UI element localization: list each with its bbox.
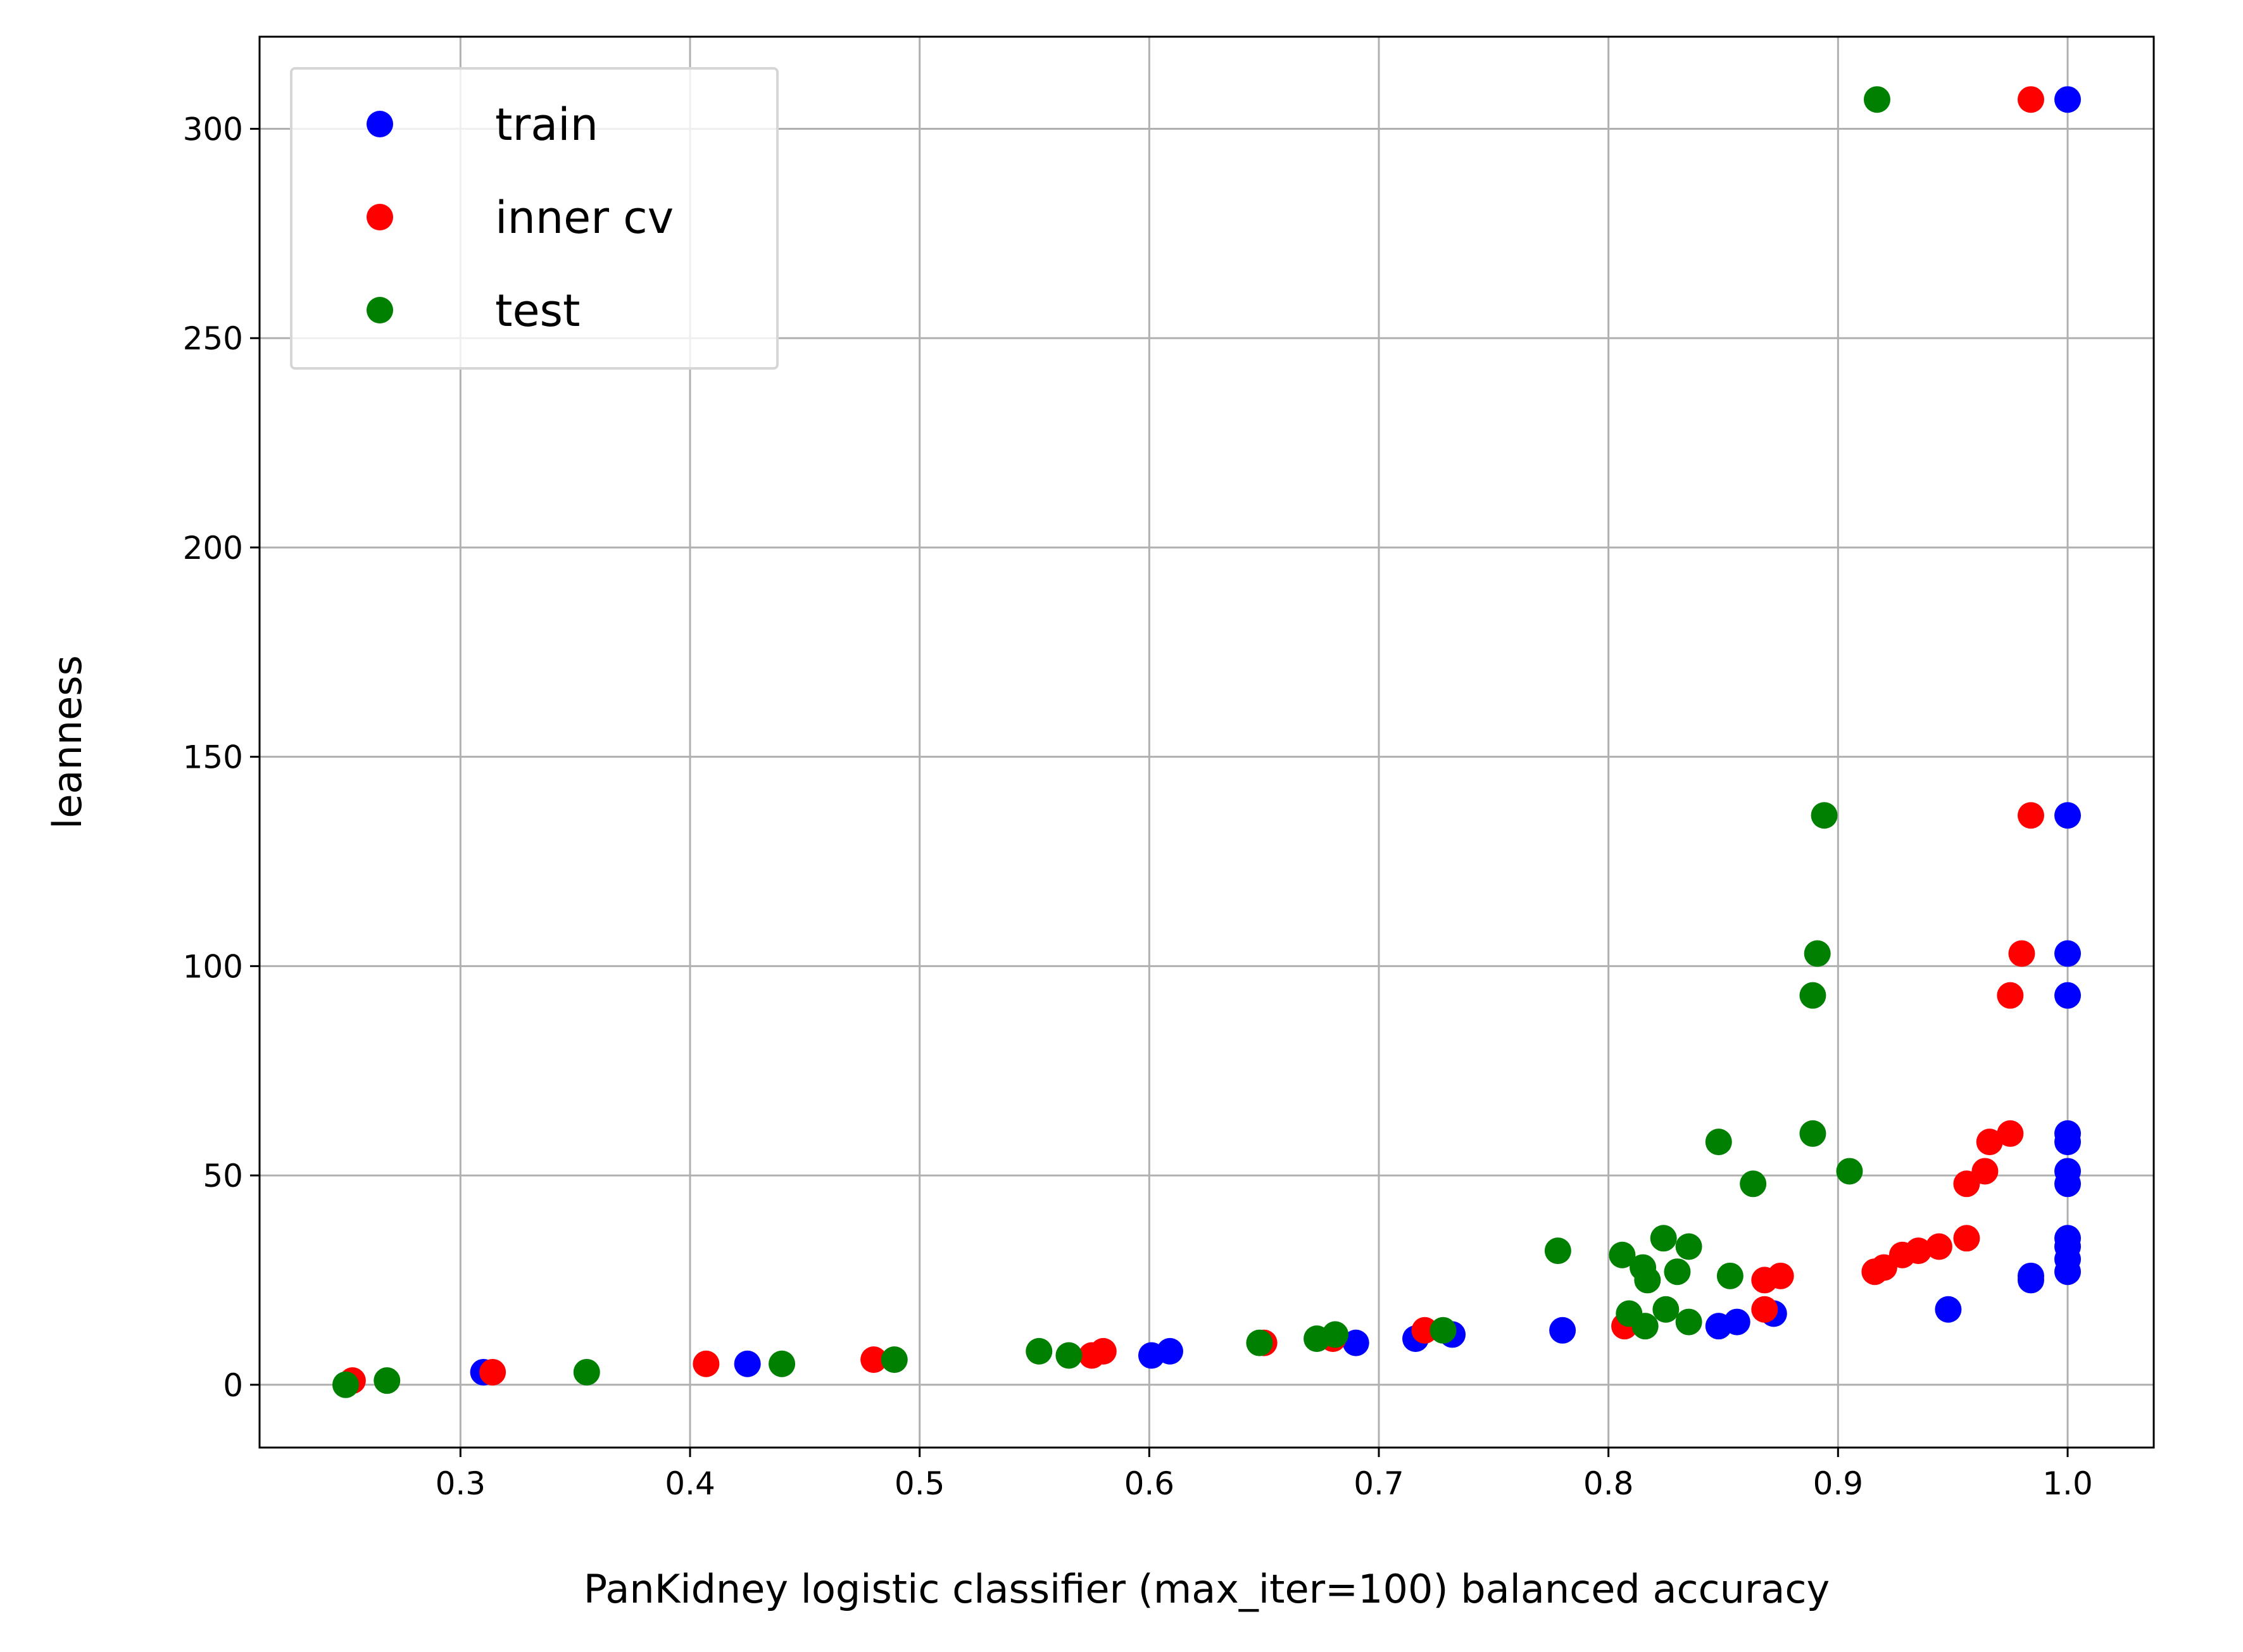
point-test [1429,1317,1457,1344]
legend-marker [367,111,393,137]
point-train [2054,1158,2081,1185]
x-tick-label: 0.9 [1813,1465,1864,1502]
point-test [1716,1262,1744,1289]
axis-ticks: 0.3 0.4 0.5 0.6 0.7 0.8 0.9 1.0 0 50 100 150 200 250 3… [183,111,2093,1502]
x-tick-label: 0.4 [665,1465,715,1502]
legend-box [290,67,779,370]
point-inner-cv [1997,982,2024,1009]
point-test [1322,1321,1349,1348]
point-inner-cv [1767,1262,1794,1289]
x-tick-label: 1.0 [2042,1465,2093,1502]
point-test [374,1367,401,1394]
y-axis-label: leanness [44,655,91,829]
point-test [881,1346,908,1374]
point-inner-cv [860,1346,888,1374]
x-tick-label: 0.8 [1583,1465,1634,1502]
y-tick-label: 250 [183,320,243,357]
point-test [1811,802,1838,829]
point-train [2054,1120,2081,1147]
point-test [1740,1170,1767,1198]
point-train [2054,86,2081,113]
x-tick-label: 0.3 [436,1465,486,1502]
data-points [332,86,2081,1398]
point-test [1544,1237,1571,1265]
point-test [1705,1129,1732,1156]
point-test [1664,1258,1691,1286]
point-inner-cv [1976,1129,2003,1156]
plot-frame [258,35,2155,1449]
point-test [1675,1308,1702,1336]
point-inner-cv [1971,1158,1999,1185]
point-test [1799,982,1826,1009]
y-tick-label: 200 [183,530,243,566]
y-tick-label: 150 [183,739,243,776]
point-train [734,1350,761,1377]
point-test [1650,1225,1677,1252]
point-train [2054,802,2081,829]
point-test [1026,1337,1053,1365]
y-tick-label: 300 [183,111,243,148]
legend-label: train [495,99,598,151]
point-test [1799,1120,1826,1147]
x-tick-label: 0.5 [895,1465,945,1502]
point-test [1634,1267,1661,1294]
point-test [769,1350,796,1377]
point-test [1246,1329,1273,1356]
point-inner-cv [2008,940,2035,967]
y-tick-label: 50 [203,1158,243,1194]
point-test [1675,1233,1702,1260]
point-inner-cv [1997,1120,2024,1147]
point-train [2054,1225,2081,1252]
y-tick-label: 0 [223,1367,243,1404]
point-test [1836,1158,1863,1185]
legend: train inner cv test [290,67,779,370]
point-test [573,1358,600,1386]
point-train [1156,1337,1183,1365]
point-test [1863,86,1890,113]
x-axis-label: PanKidney logistic classifier (max_iter=… [584,1566,1830,1612]
point-inner-cv [479,1358,506,1386]
point-train [1935,1296,1962,1323]
point-train [1342,1329,1369,1356]
point-train [1549,1317,1576,1344]
legend-label: test [495,285,580,337]
point-inner-cv [2017,86,2044,113]
point-test [1609,1241,1636,1268]
point-test [332,1371,359,1398]
point-test [1804,940,1831,967]
point-train [2054,982,2081,1009]
x-tick-label: 0.6 [1124,1465,1175,1502]
point-inner-cv [693,1350,720,1377]
point-inner-cv [1905,1237,1932,1265]
point-train [2054,940,2081,967]
point-test [1652,1296,1680,1323]
x-tick-label: 0.7 [1354,1465,1404,1502]
point-test [1631,1313,1659,1340]
y-tick-label: 100 [183,948,243,985]
legend-marker [367,204,393,230]
legend-marker [367,297,393,323]
point-inner-cv [1411,1317,1438,1344]
legend-label: inner cv [495,192,674,244]
point-train [2017,1262,2044,1289]
point-inner-cv [2017,802,2044,829]
point-inner-cv [1925,1233,1952,1260]
point-inner-cv [1751,1296,1778,1323]
point-train [1723,1308,1750,1336]
point-inner-cv [1090,1337,1117,1365]
point-inner-cv [1953,1225,1980,1252]
point-test [1055,1342,1083,1369]
